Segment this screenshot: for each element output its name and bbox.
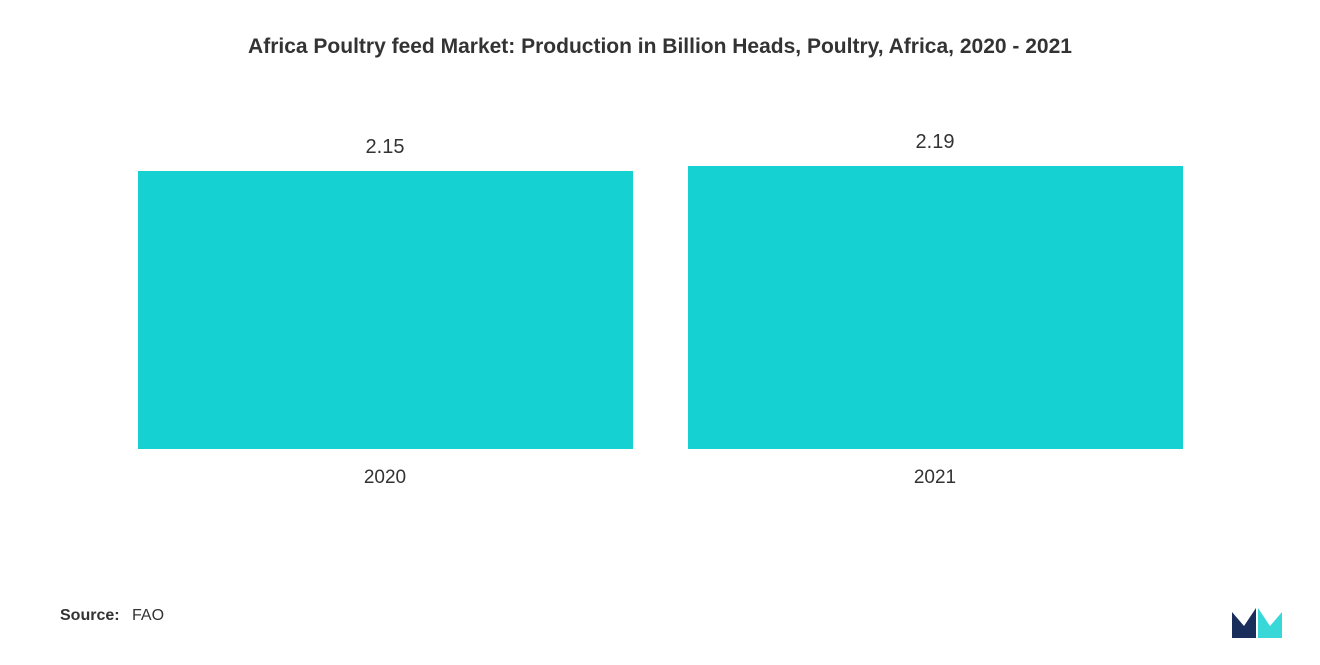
bar-2021 — [688, 166, 1183, 449]
bar-label-2021: 2021 — [914, 467, 956, 489]
source-label: Source: — [60, 607, 120, 624]
chart-title: Africa Poultry feed Market: Production i… — [60, 35, 1260, 59]
bar-value-2020: 2.15 — [366, 136, 405, 159]
bar-2020 — [138, 171, 633, 449]
source-line: Source: FAO — [60, 607, 164, 625]
source-value: FAO — [132, 607, 164, 624]
brand-logo — [1230, 600, 1285, 640]
bar-group-2020: 2.15 2020 — [138, 136, 633, 489]
chart-container: Africa Poultry feed Market: Production i… — [0, 0, 1320, 665]
bar-label-2020: 2020 — [364, 467, 406, 489]
mordor-logo-icon — [1230, 600, 1285, 640]
bars-area: 2.15 2020 2.19 2021 — [60, 119, 1260, 489]
bar-value-2021: 2.19 — [916, 131, 955, 154]
bar-group-2021: 2.19 2021 — [688, 131, 1183, 489]
